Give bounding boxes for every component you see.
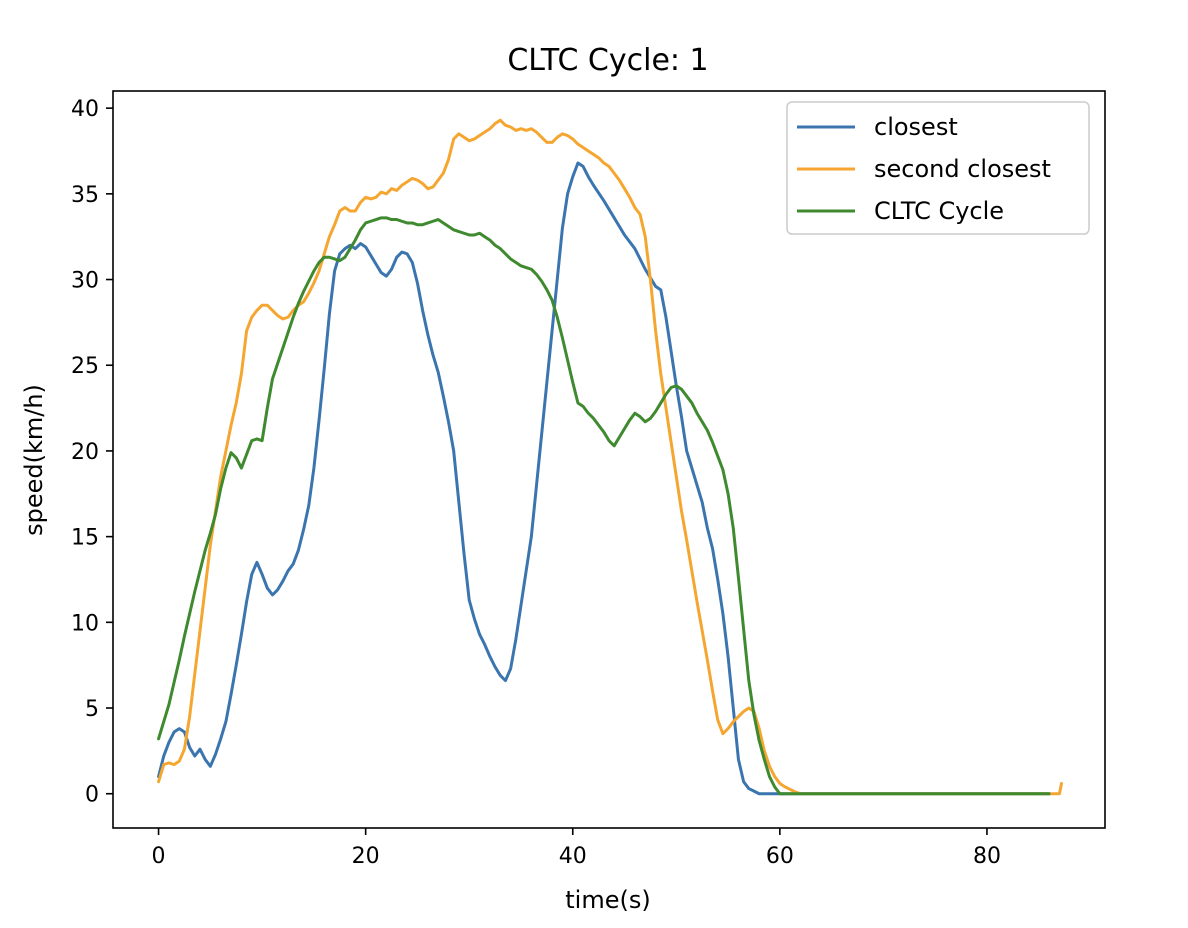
x-tick-label: 20 <box>352 844 380 869</box>
y-tick-label: 15 <box>71 526 99 551</box>
y-tick-label: 5 <box>85 697 99 722</box>
x-tick-label: 60 <box>766 844 794 869</box>
legend-entries: closest second closest CLTC Cycle <box>797 113 1051 225</box>
y-tick-label: 30 <box>71 269 99 294</box>
x-axis-label: time(s) <box>565 886 650 914</box>
legend-label-0: closest <box>874 113 958 141</box>
y-axis-label: speed(km/h) <box>20 384 48 536</box>
legend-label-1: second closest <box>874 155 1051 183</box>
x-tick-label: 80 <box>973 844 1001 869</box>
series-line-1 <box>157 118 1064 796</box>
y-tick-label: 25 <box>71 354 99 379</box>
y-axis-ticks: 0 5 10 15 20 25 30 35 40 <box>71 97 113 808</box>
y-tick-label: 10 <box>71 611 99 636</box>
legend-box <box>786 101 1090 235</box>
x-tick-label: 0 <box>152 844 166 869</box>
x-axis-ticks: 0 20 40 60 80 <box>152 828 1001 869</box>
series-line-2 <box>157 216 1051 796</box>
chart-title: CLTC Cycle: 1 <box>507 43 708 78</box>
x-tick-label: 40 <box>559 844 587 869</box>
plot-frame <box>112 90 1106 829</box>
legend: closest second closest CLTC Cycle <box>786 101 1090 235</box>
series-layer <box>157 118 1064 796</box>
legend-label-2: CLTC Cycle <box>874 197 1004 225</box>
y-tick-label: 40 <box>71 97 99 122</box>
series-line-0 <box>157 161 1051 796</box>
y-tick-label: 20 <box>71 440 99 465</box>
y-tick-label: 0 <box>85 783 99 808</box>
y-tick-label: 35 <box>71 183 99 208</box>
